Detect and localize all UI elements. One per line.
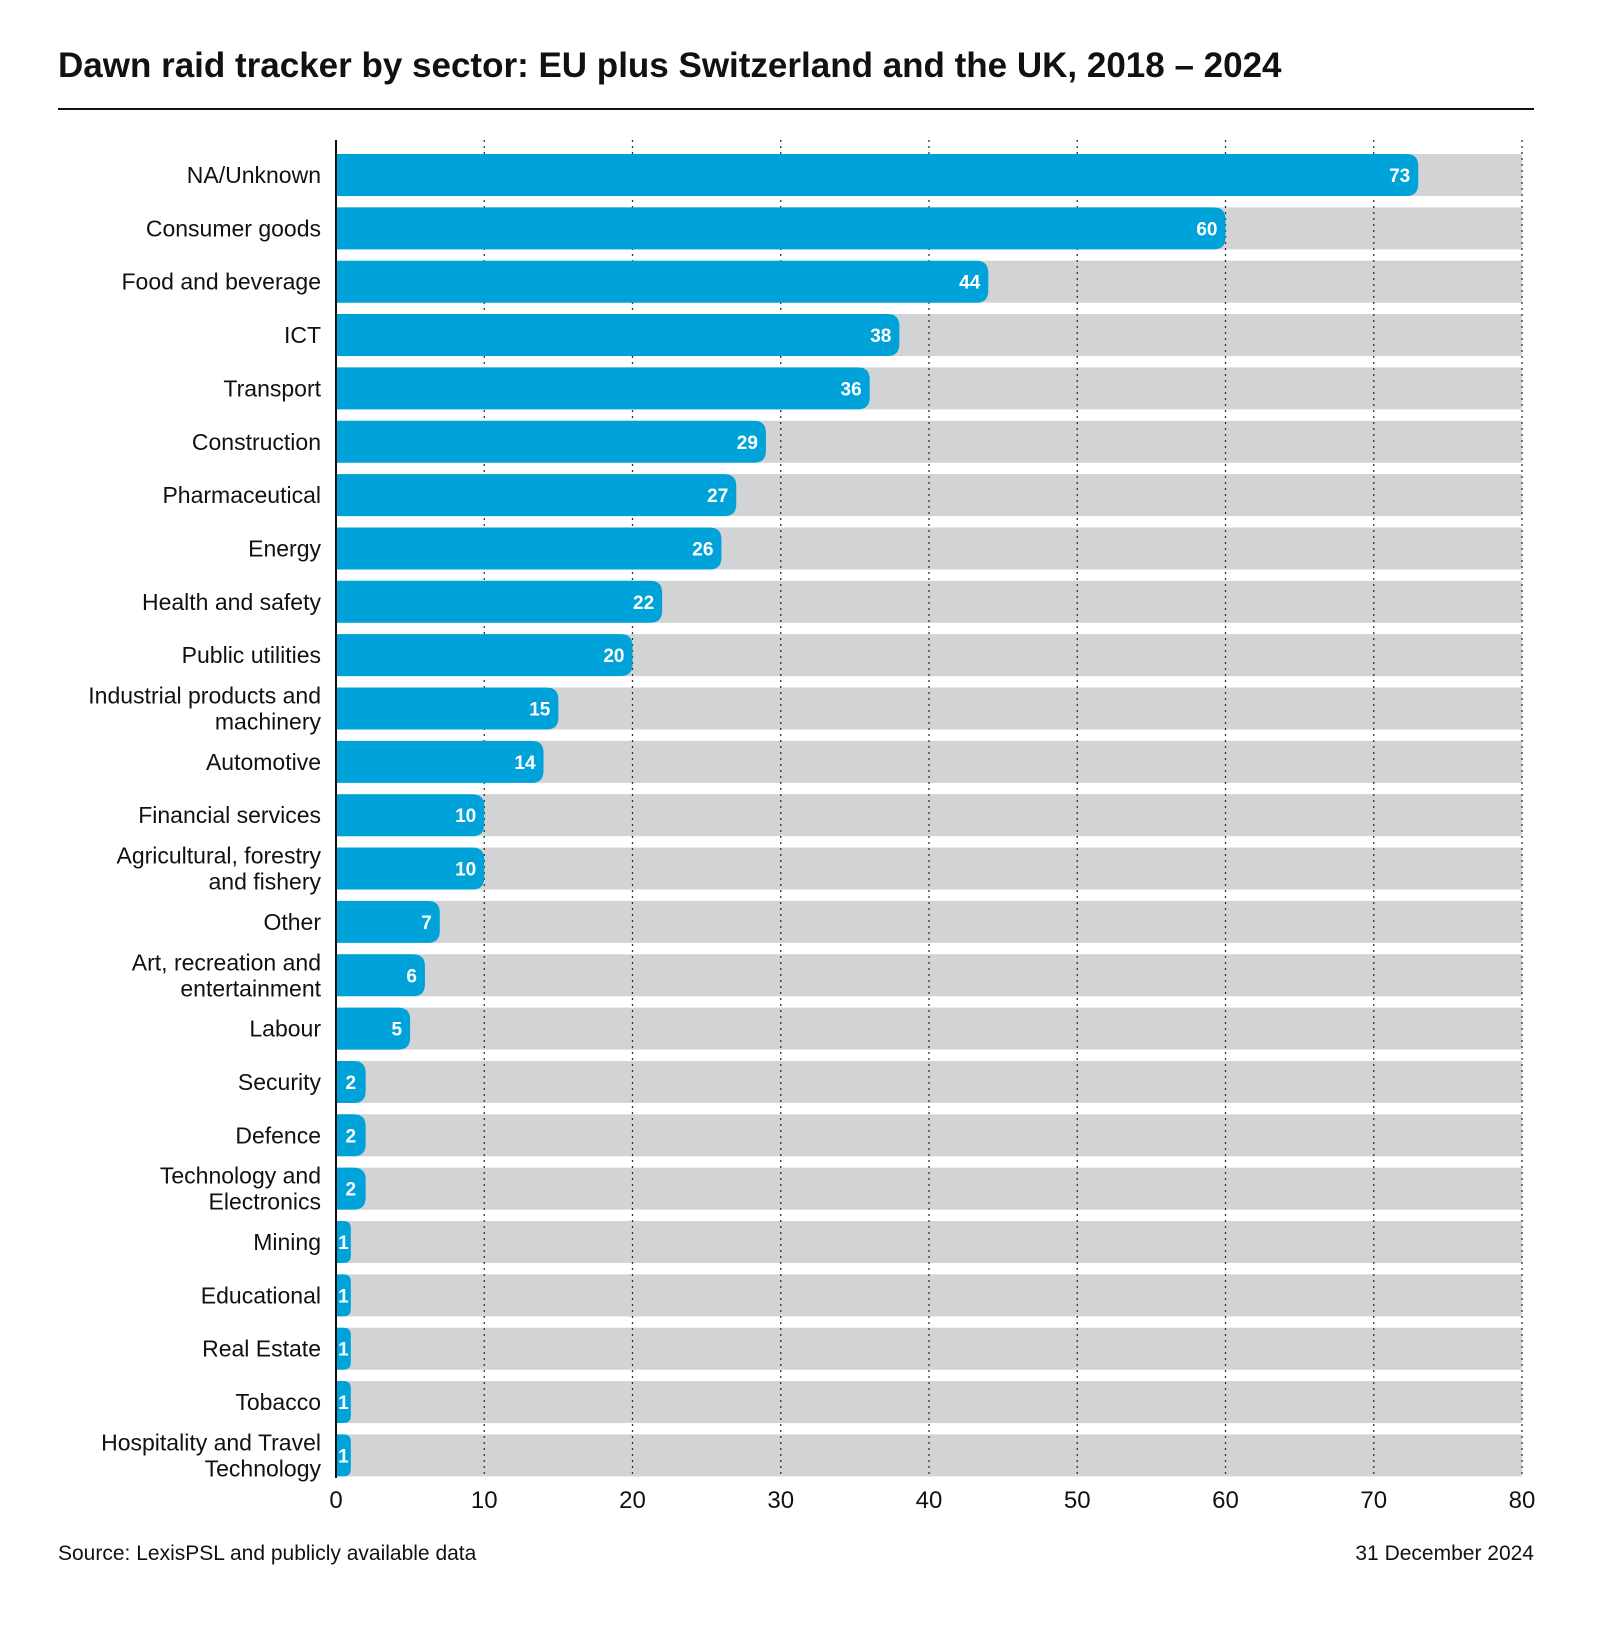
bar: [336, 314, 900, 357]
bar-track: [336, 847, 1522, 890]
category-label: Mining: [253, 1229, 321, 1255]
category-label: ICT: [284, 322, 321, 348]
bar-value-label: 10: [455, 860, 476, 881]
category-label: Automotive: [206, 749, 321, 775]
bar: [336, 634, 633, 677]
bar: [336, 1327, 351, 1370]
bar-track: [336, 1060, 1522, 1103]
bar-value-label: 26: [692, 539, 713, 560]
bar: [336, 1167, 366, 1210]
bar: [336, 954, 425, 997]
bar: [336, 1274, 351, 1317]
category-label: Hospitality and Travel Technology: [101, 1429, 321, 1481]
category-label: Art, recreation and entertainment: [132, 949, 322, 1001]
bar: [336, 420, 766, 463]
category-label: Consumer goods: [146, 215, 321, 241]
bar-value-label: 38: [870, 326, 891, 347]
bar-value-label: 44: [959, 273, 981, 294]
category-label: Health and safety: [142, 589, 322, 615]
category-label: Other: [263, 909, 321, 935]
bar-value-label: 60: [1196, 219, 1217, 240]
bar-value-label: 1: [338, 1286, 349, 1307]
bar-value-label: 6: [406, 966, 417, 987]
bar-value-label: 7: [421, 913, 432, 934]
bar: [336, 527, 722, 570]
category-label: Security: [238, 1069, 322, 1095]
category-label: Public utilities: [182, 642, 321, 668]
bar: [336, 740, 544, 783]
category-label: Agricultural, forestry and fishery: [116, 843, 321, 895]
bar: [336, 794, 485, 837]
bar: [336, 474, 737, 517]
bar: [336, 1060, 366, 1103]
chart-title: Dawn raid tracker by sector: EU plus Swi…: [58, 46, 1282, 85]
bar-value-label: 2: [346, 1180, 357, 1201]
bar-value-label: 36: [841, 379, 862, 400]
bar-chart: 736044383629272622201514101076522211111N…: [88, 140, 1536, 1514]
category-label: Pharmaceutical: [162, 482, 321, 508]
title-divider: [58, 108, 1534, 110]
x-tick-label: 60: [1212, 1487, 1239, 1514]
bar-value-label: 22: [633, 593, 654, 614]
x-tick-label: 0: [329, 1487, 342, 1514]
bar-track: [336, 1381, 1522, 1424]
bar: [336, 900, 440, 943]
category-label: Technology and Electronics: [160, 1163, 321, 1215]
bar-value-label: 10: [455, 806, 476, 827]
category-label: NA/Unknown: [187, 162, 321, 188]
bar: [336, 847, 485, 890]
bar: [336, 367, 870, 410]
category-label: Defence: [235, 1122, 321, 1148]
bar: [336, 1114, 366, 1157]
category-label: Industrial products and machinery: [88, 683, 321, 735]
bar-value-label: 29: [737, 433, 758, 454]
date-note: 31 December 2024: [1355, 1542, 1534, 1565]
category-label: Construction: [192, 429, 321, 455]
x-tick-label: 30: [767, 1487, 794, 1514]
bar-value-label: 14: [514, 753, 536, 774]
bar: [336, 580, 663, 623]
bar-value-label: 5: [392, 1020, 403, 1041]
x-tick-label: 50: [1064, 1487, 1091, 1514]
bar-value-label: 1: [338, 1233, 349, 1254]
x-tick-label: 10: [471, 1487, 498, 1514]
category-label: Food and beverage: [122, 269, 322, 295]
bar-value-label: 27: [707, 486, 728, 507]
category-label: Energy: [248, 535, 321, 561]
bar-value-label: 2: [346, 1126, 357, 1147]
bar: [336, 1221, 351, 1263]
bar-value-label: 73: [1389, 166, 1410, 187]
bar: [336, 1434, 351, 1477]
category-label: Financial services: [138, 802, 321, 828]
source-note: Source: LexisPSL and publicly available …: [58, 1542, 477, 1565]
x-tick-label: 70: [1360, 1487, 1387, 1514]
bar-value-label: 2: [346, 1073, 357, 1094]
bar-value-label: 1: [338, 1446, 349, 1467]
bar: [336, 154, 1419, 196]
bar-value-label: 1: [338, 1393, 349, 1414]
bar: [336, 207, 1226, 250]
bar: [336, 1007, 411, 1050]
category-label: Real Estate: [202, 1336, 321, 1362]
x-tick-label: 40: [916, 1487, 943, 1514]
category-label: Transport: [223, 375, 321, 401]
x-tick-label: 80: [1509, 1487, 1536, 1514]
bar-value-label: 1: [338, 1340, 349, 1361]
bar-value-label: 20: [603, 646, 624, 667]
category-label: Tobacco: [235, 1389, 321, 1415]
bar: [336, 1381, 351, 1424]
bar: [336, 687, 559, 730]
category-label: Educational: [201, 1282, 321, 1308]
x-tick-label: 20: [619, 1487, 646, 1514]
bar-value-label: 15: [529, 700, 551, 721]
category-label: Labour: [249, 1016, 321, 1042]
bar: [336, 260, 989, 303]
